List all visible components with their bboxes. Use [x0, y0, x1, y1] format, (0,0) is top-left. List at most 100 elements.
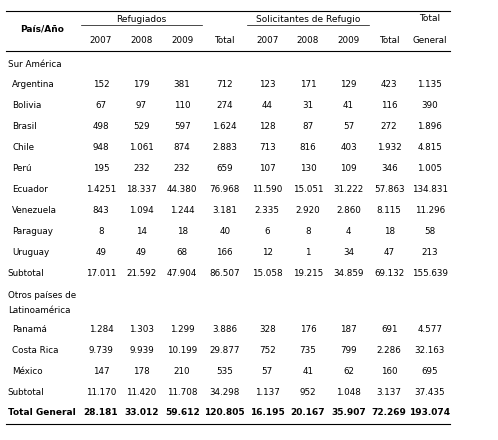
Text: 28.181: 28.181	[84, 407, 118, 417]
Text: Chile: Chile	[12, 143, 34, 152]
Text: 76.968: 76.968	[210, 185, 240, 194]
Text: 18: 18	[383, 227, 395, 236]
Text: 274: 274	[217, 101, 233, 110]
Text: Subtotal: Subtotal	[8, 269, 44, 278]
Text: 2007: 2007	[90, 37, 112, 45]
Text: País/Año: País/Año	[20, 24, 64, 33]
Text: 68: 68	[177, 248, 188, 257]
Text: 232: 232	[133, 164, 150, 173]
Text: 14: 14	[136, 227, 147, 236]
Text: 97: 97	[136, 101, 147, 110]
Text: 8.115: 8.115	[376, 206, 401, 215]
Text: 11.170: 11.170	[86, 388, 116, 396]
Text: 178: 178	[133, 367, 150, 376]
Text: 1.4251: 1.4251	[86, 185, 116, 194]
Text: 120.805: 120.805	[204, 407, 245, 417]
Text: México: México	[12, 367, 43, 376]
Text: Sur América: Sur América	[8, 60, 61, 70]
Text: 58: 58	[424, 227, 435, 236]
Text: 423: 423	[381, 81, 397, 89]
Text: Panamá: Panamá	[12, 325, 47, 334]
Text: 18: 18	[177, 227, 188, 236]
Text: 4.815: 4.815	[417, 143, 442, 152]
Text: 9.739: 9.739	[89, 346, 114, 355]
Text: 2.860: 2.860	[336, 206, 361, 215]
Text: 1.303: 1.303	[129, 325, 154, 334]
Text: 874: 874	[174, 143, 191, 152]
Text: 735: 735	[299, 346, 316, 355]
Text: 195: 195	[93, 164, 109, 173]
Text: 34: 34	[343, 248, 354, 257]
Text: 33.012: 33.012	[124, 407, 159, 417]
Text: 72.269: 72.269	[372, 407, 406, 417]
Text: Costa Rica: Costa Rica	[12, 346, 59, 355]
Text: 597: 597	[174, 122, 191, 132]
Text: 2009: 2009	[338, 37, 360, 45]
Text: 843: 843	[93, 206, 109, 215]
Text: Total: Total	[215, 37, 235, 45]
Text: 193.074: 193.074	[409, 407, 450, 417]
Text: 87: 87	[302, 122, 314, 132]
Text: 19.215: 19.215	[293, 269, 323, 278]
Text: 18.337: 18.337	[126, 185, 157, 194]
Text: 9.939: 9.939	[129, 346, 154, 355]
Text: 2.335: 2.335	[255, 206, 280, 215]
Text: 49: 49	[136, 248, 147, 257]
Text: 67: 67	[95, 101, 107, 110]
Text: 1.137: 1.137	[255, 388, 280, 396]
Text: 1.048: 1.048	[336, 388, 361, 396]
Text: 20.167: 20.167	[291, 407, 325, 417]
Text: 8: 8	[98, 227, 104, 236]
Text: Refugiados: Refugiados	[117, 15, 167, 24]
Text: 3.886: 3.886	[212, 325, 237, 334]
Text: 129: 129	[340, 81, 357, 89]
Text: General: General	[412, 37, 447, 45]
Text: 659: 659	[217, 164, 233, 173]
Text: 15.058: 15.058	[252, 269, 283, 278]
Text: 713: 713	[259, 143, 276, 152]
Text: 17.011: 17.011	[86, 269, 116, 278]
Text: 11.420: 11.420	[126, 388, 157, 396]
Text: 40: 40	[219, 227, 230, 236]
Text: 47: 47	[383, 248, 395, 257]
Text: 4.577: 4.577	[417, 325, 442, 334]
Text: 11.708: 11.708	[167, 388, 197, 396]
Text: 116: 116	[381, 101, 397, 110]
Text: 2009: 2009	[171, 37, 193, 45]
Text: 41: 41	[302, 367, 313, 376]
Text: 16.195: 16.195	[250, 407, 285, 417]
Text: 41: 41	[343, 101, 354, 110]
Text: 498: 498	[93, 122, 109, 132]
Text: 2008: 2008	[297, 37, 319, 45]
Text: 187: 187	[340, 325, 357, 334]
Text: 1.896: 1.896	[417, 122, 442, 132]
Text: Otros países de: Otros países de	[8, 291, 76, 300]
Text: 123: 123	[259, 81, 275, 89]
Text: 11.296: 11.296	[415, 206, 445, 215]
Text: 57.863: 57.863	[374, 185, 404, 194]
Text: 346: 346	[381, 164, 397, 173]
Text: 15.051: 15.051	[293, 185, 323, 194]
Text: 1.624: 1.624	[213, 122, 237, 132]
Text: 1.061: 1.061	[129, 143, 154, 152]
Text: 49: 49	[96, 248, 107, 257]
Text: 948: 948	[93, 143, 109, 152]
Text: 3.181: 3.181	[212, 206, 237, 215]
Text: 1.932: 1.932	[377, 143, 401, 152]
Text: 6: 6	[264, 227, 270, 236]
Text: 44.380: 44.380	[167, 185, 197, 194]
Text: 691: 691	[381, 325, 397, 334]
Text: 147: 147	[93, 367, 109, 376]
Text: Bolivia: Bolivia	[12, 101, 42, 110]
Text: 12: 12	[262, 248, 273, 257]
Text: 176: 176	[300, 325, 316, 334]
Text: 152: 152	[93, 81, 109, 89]
Text: 799: 799	[340, 346, 357, 355]
Text: 110: 110	[174, 101, 190, 110]
Text: 1.299: 1.299	[170, 325, 194, 334]
Text: 4: 4	[346, 227, 351, 236]
Text: 130: 130	[300, 164, 316, 173]
Text: 2008: 2008	[130, 37, 153, 45]
Text: 34.859: 34.859	[333, 269, 364, 278]
Text: 232: 232	[174, 164, 190, 173]
